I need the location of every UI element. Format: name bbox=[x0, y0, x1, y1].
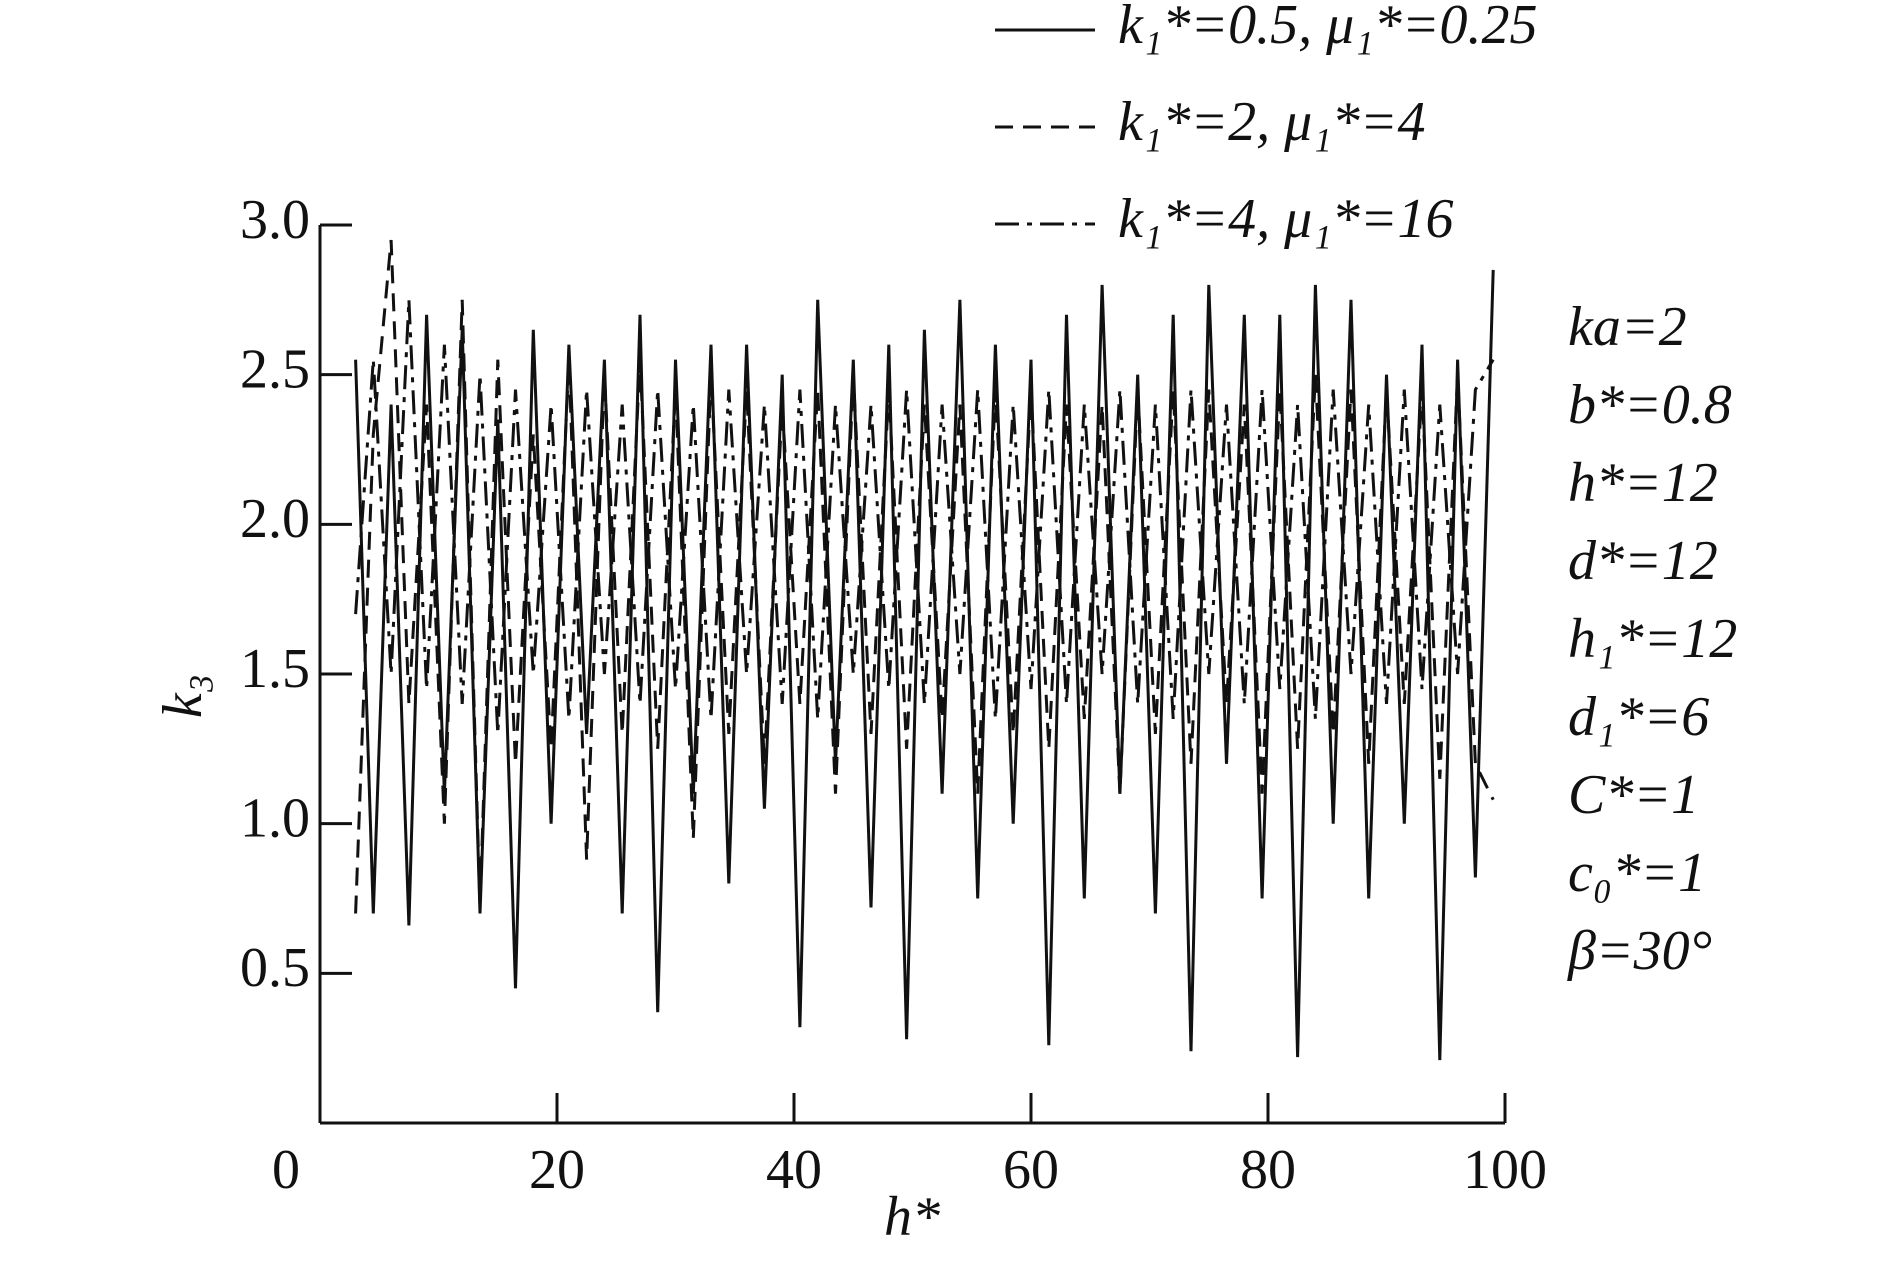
x-tick-label: 100 bbox=[1463, 1139, 1547, 1201]
annotation: b*=0.8 bbox=[1568, 374, 1732, 436]
annotation: h*=12 bbox=[1568, 452, 1718, 514]
x-tick-label: 20 bbox=[529, 1139, 585, 1201]
y-tick-label: 3.0 bbox=[240, 189, 310, 251]
y-tick-label: 0.5 bbox=[240, 937, 310, 999]
data-line bbox=[354, 269, 1495, 1061]
annotation: β=30° bbox=[1567, 920, 1712, 982]
annotation: ka=2 bbox=[1568, 296, 1687, 358]
x-tick-label: 40 bbox=[766, 1139, 822, 1201]
x-tick-label: 0 bbox=[272, 1139, 300, 1201]
y-tick-label: 2.5 bbox=[240, 339, 310, 401]
annotation: c₀*=1 bbox=[1568, 842, 1706, 904]
y-tick-label: 2.0 bbox=[240, 488, 310, 550]
x-axis-label: h* bbox=[884, 1186, 940, 1248]
legend-label: k₁*=4, μ₁*=16 bbox=[1118, 188, 1453, 250]
data-line bbox=[354, 299, 1495, 734]
annotation: C*=1 bbox=[1568, 764, 1699, 826]
legend-label: k₁*=2, μ₁*=4 bbox=[1118, 91, 1425, 153]
y-tick-label: 1.5 bbox=[240, 638, 310, 700]
x-tick-label: 80 bbox=[1240, 1139, 1296, 1201]
annotation: d*=12 bbox=[1568, 530, 1718, 592]
data-line bbox=[354, 239, 1495, 914]
annotation: h₁*=12 bbox=[1568, 608, 1737, 670]
y-tick-label: 1.0 bbox=[240, 788, 310, 850]
legend-label: k₁*=0.5, μ₁*=0.25 bbox=[1118, 0, 1537, 56]
x-tick-label: 60 bbox=[1003, 1139, 1059, 1201]
annotation: d₁*=6 bbox=[1568, 686, 1709, 748]
y-axis-label: k₃ bbox=[152, 674, 214, 718]
